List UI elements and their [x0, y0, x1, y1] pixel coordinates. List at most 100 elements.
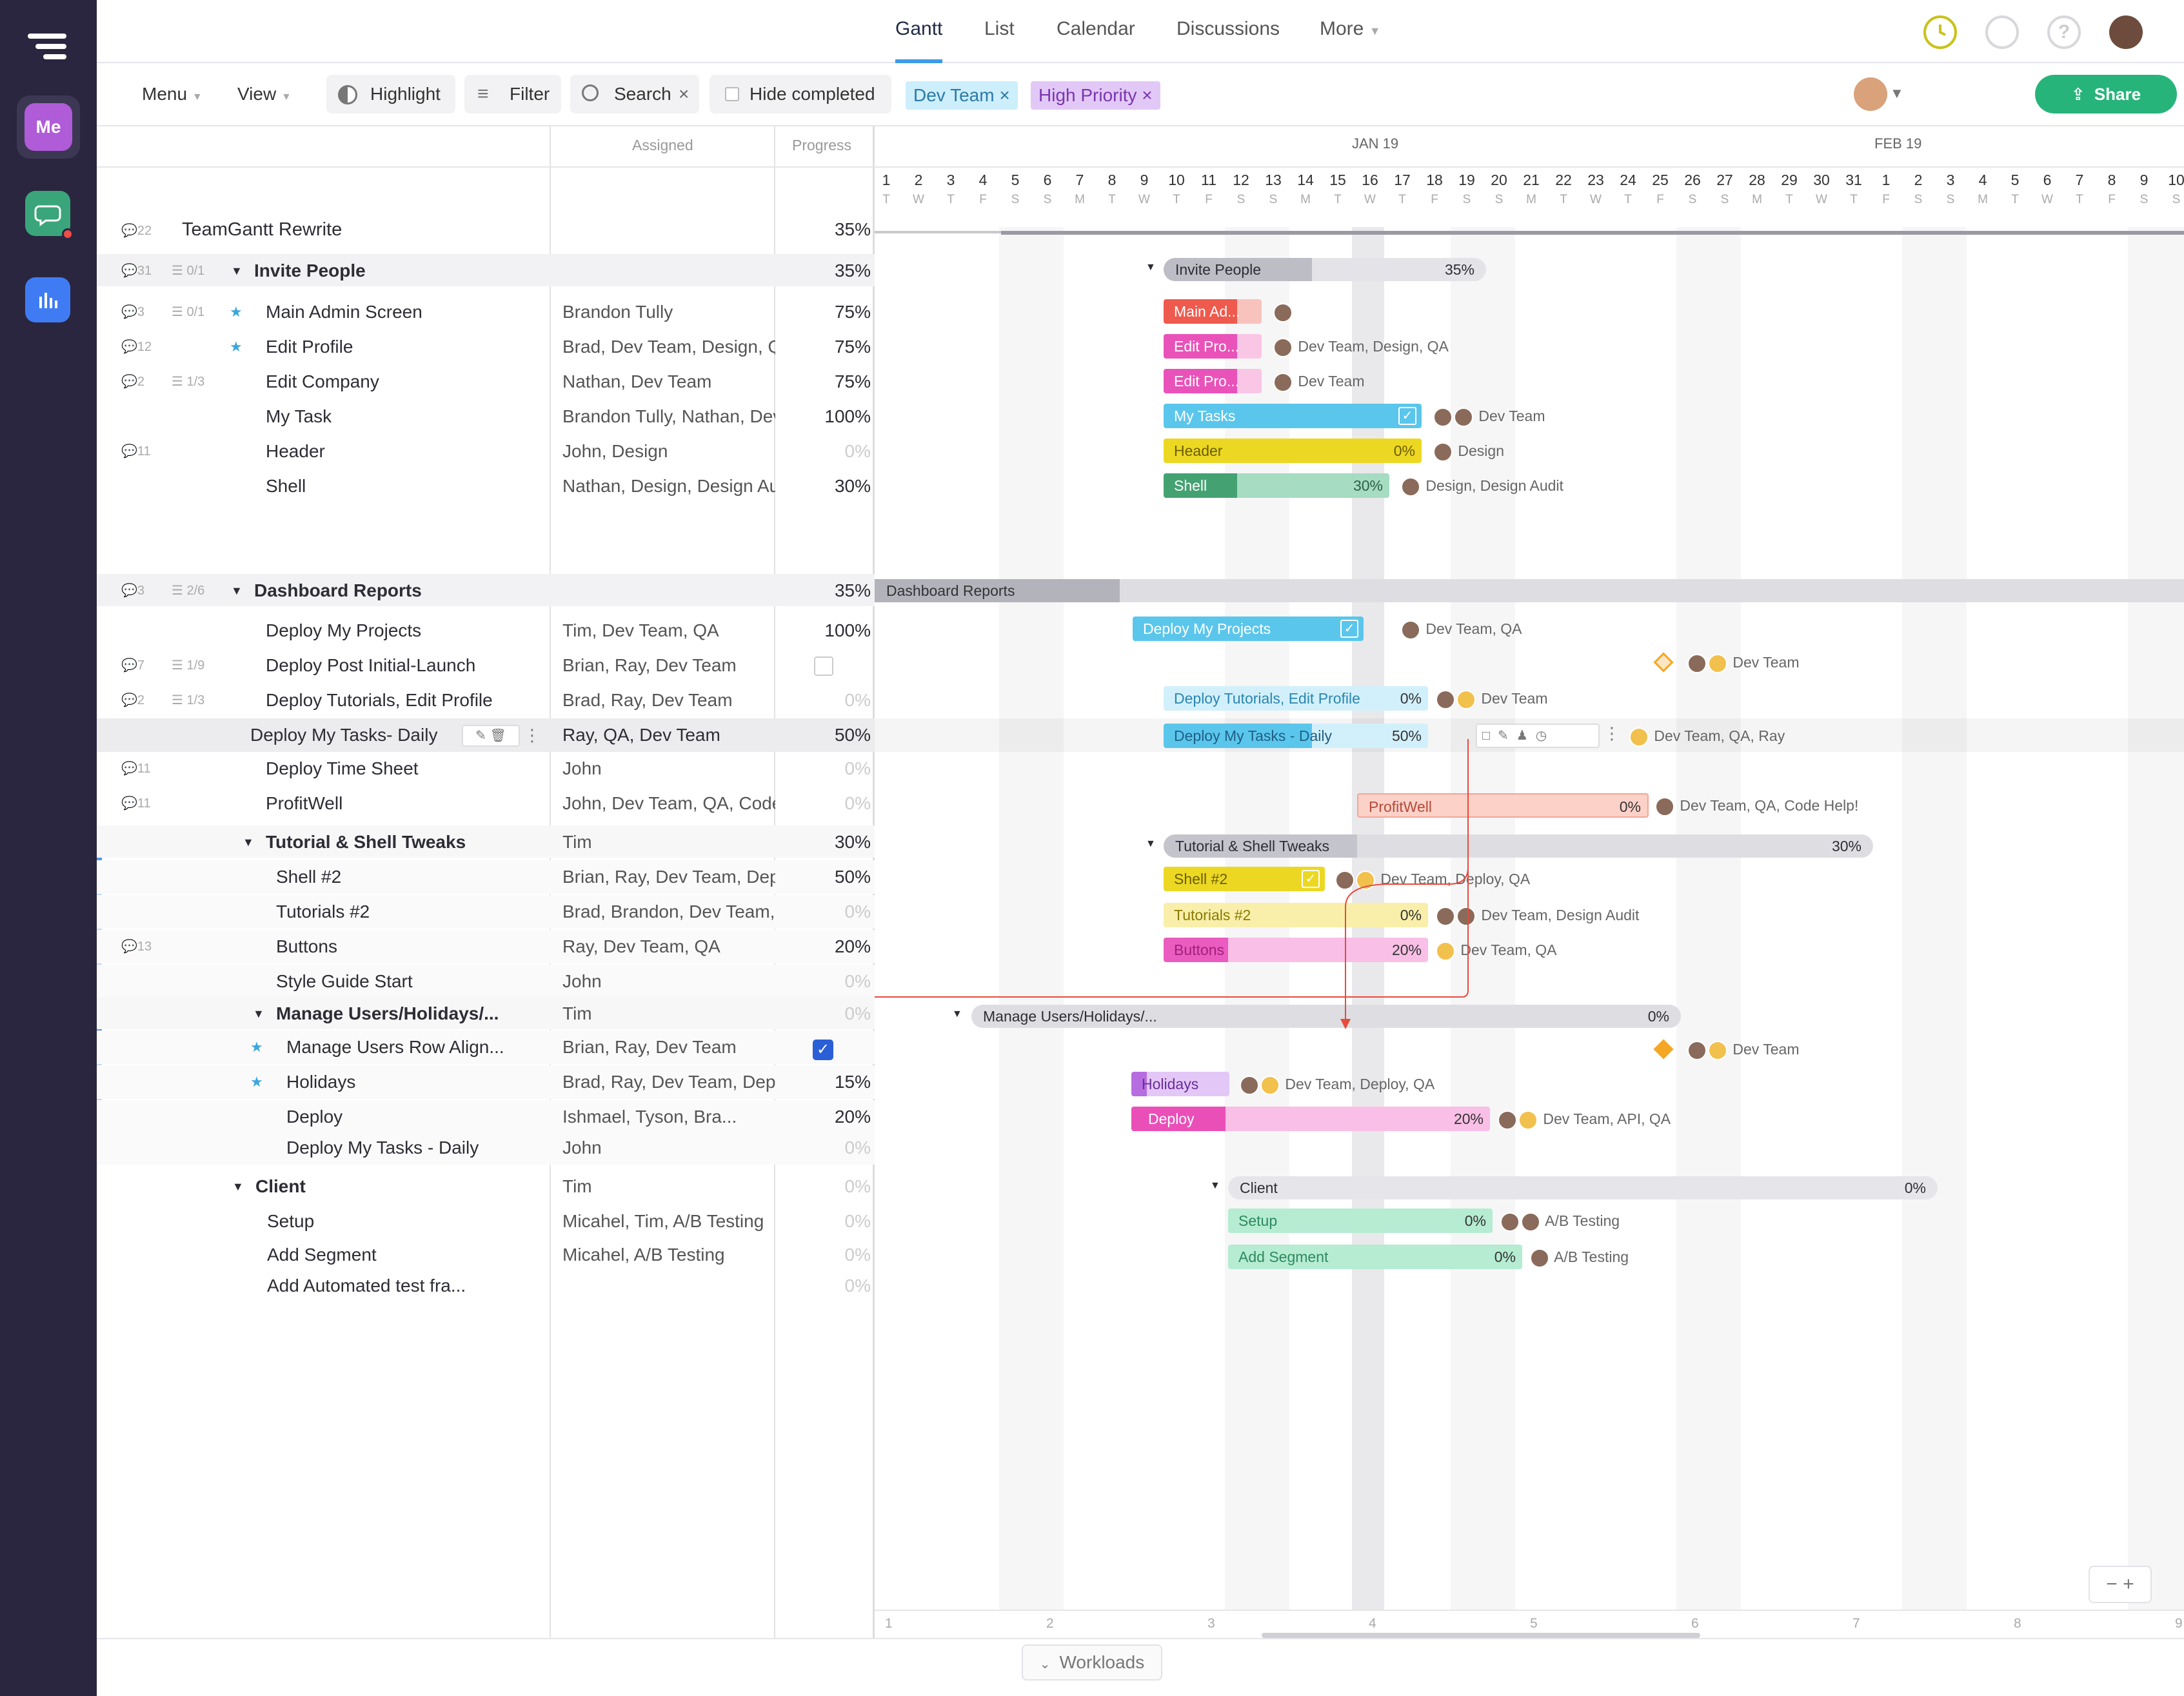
task-row[interactable]: Shell #2 Brian, Ray, Dev Team, Deploy, Q… — [97, 860, 875, 894]
clear-search-icon[interactable]: × — [679, 84, 690, 104]
assigned-value[interactable]: Brad, Ray, Dev Team, Deploy, QA — [562, 1072, 775, 1092]
group-row-invite-people[interactable]: 💬31 ☰ 0/1 ▼ Invite People 35% — [97, 254, 875, 286]
progress-value[interactable]: 0% — [844, 441, 871, 461]
task-row[interactable]: Setup Micahel, Tim, A/B Testing 0% — [97, 1205, 875, 1238]
checklist-count[interactable]: ☰ 0/1 — [172, 264, 205, 278]
task-name[interactable]: Header — [266, 441, 325, 461]
task-row[interactable]: 💬2 ☰ 1/3 Deploy Tutorials, Edit Profile … — [97, 684, 875, 717]
more-options-icon[interactable]: ⋮ — [524, 725, 541, 745]
workloads-toggle[interactable]: ⌄ Workloads — [1022, 1644, 1162, 1681]
comment-count[interactable]: 💬13 — [121, 940, 152, 954]
task-name[interactable]: Deploy My Tasks - Daily — [286, 1138, 479, 1158]
progress-value[interactable]: 0% — [844, 690, 871, 710]
task-row[interactable]: 💬11 ProfitWell John, Dev Team, QA, Code … — [97, 787, 875, 820]
gantt-group-client[interactable]: Client 0% — [1228, 1176, 1938, 1199]
task-name[interactable]: Add Segment — [267, 1245, 377, 1265]
milestone-checkbox[interactable] — [814, 656, 833, 676]
task-row[interactable]: Tutorials #2 Brad, Brandon, Dev Team, De… — [97, 895, 875, 929]
tab-list[interactable]: List — [984, 18, 1015, 39]
comment-count[interactable]: 💬11 — [121, 796, 151, 811]
assigned-value[interactable]: John, Design — [562, 441, 668, 461]
comment-count[interactable]: 💬11 — [121, 762, 151, 776]
progress-value[interactable]: 0% — [844, 793, 871, 813]
gantt-bar-deploy-my-tasks-daily[interactable]: Deploy My Tasks - Daily 50% — [1164, 724, 1428, 748]
messages-button[interactable] — [17, 191, 80, 254]
task-row[interactable]: ★ Manage Users Row Align... Brian, Ray, … — [97, 1030, 875, 1064]
task-row[interactable]: 💬12 ★ Edit Profile Brad, Dev Team, Desig… — [97, 330, 875, 364]
task-row[interactable]: Deploy My Projects Tim, Dev Team, QA 100… — [97, 614, 875, 647]
gantt-bar-edit-company[interactable]: Edit Pro... — [1164, 369, 1262, 393]
task-row[interactable]: My Task Brandon Tully, Nathan, Dev Team … — [97, 400, 875, 433]
group-name[interactable]: Tutorial & Shell Tweaks — [266, 832, 466, 852]
comment-count[interactable]: 💬31 — [121, 264, 152, 278]
more-options-icon[interactable]: ⋮ — [1603, 724, 1620, 743]
task-name[interactable]: Shell — [266, 476, 306, 496]
task-row[interactable]: Add Automated test fra... 0% — [97, 1269, 875, 1303]
clock-icon[interactable]: ◷ — [1535, 729, 1555, 743]
task-name[interactable]: Style Guide Start — [276, 971, 413, 991]
group-name[interactable]: Client — [255, 1176, 306, 1196]
task-row-hovered[interactable]: Deploy My Tasks- Daily ✎ 🗑 ⋮ Ray, QA, De… — [97, 718, 875, 752]
progress-value[interactable]: 75% — [834, 337, 871, 357]
task-row[interactable]: ★ Holidays Brad, Ray, Dev Team, Deploy, … — [97, 1065, 875, 1099]
remove-chip-icon[interactable]: × — [999, 85, 1010, 105]
task-name[interactable]: Add Automated test fra... — [267, 1276, 466, 1296]
edit-icon[interactable]: ✎ — [1498, 729, 1516, 743]
assigned-value[interactable]: Brandon Tully — [562, 302, 673, 322]
task-name[interactable]: Shell #2 — [276, 867, 342, 887]
collapse-caret-icon[interactable]: ▼ — [232, 1180, 244, 1193]
collapse-caret-icon[interactable]: ▼ — [231, 584, 243, 597]
user-avatar[interactable] — [2109, 15, 2143, 49]
assigned-value[interactable]: John — [562, 971, 602, 991]
task-row[interactable]: 💬11 Header John, Design 0% — [97, 435, 875, 468]
progress-value[interactable]: 50% — [834, 725, 871, 745]
assigned-value[interactable]: Ray, Dev Team, QA — [562, 936, 720, 956]
checked-checkbox[interactable]: ✓ — [813, 1040, 833, 1060]
remove-chip-icon[interactable]: × — [1142, 85, 1153, 105]
assigned-value[interactable]: Ray, QA, Dev Team — [562, 725, 720, 745]
task-name[interactable]: Deploy — [286, 1107, 343, 1127]
share-button[interactable]: ⇪ Share — [2035, 75, 2177, 113]
gantt-bar-add-segment[interactable]: Add Segment 0% — [1228, 1245, 1522, 1269]
assigned-value[interactable]: Brandon Tully, Nathan, Dev Team — [562, 406, 775, 426]
menu-dropdown[interactable]: Menu ▼ — [142, 75, 203, 113]
color-picker-icon[interactable]: □ — [1482, 729, 1498, 743]
comment-count[interactable]: 💬3 — [121, 305, 145, 319]
search-field[interactable]: Search × — [570, 75, 699, 113]
project-row[interactable]: 💬22 TeamGantt Rewrite 35% — [97, 213, 875, 246]
progress-value[interactable]: 30% — [834, 476, 871, 496]
search-icon[interactable] — [1985, 15, 2019, 49]
task-name[interactable]: My Task — [266, 406, 332, 426]
comment-count[interactable]: 💬22 — [121, 224, 152, 238]
task-name[interactable]: Buttons — [276, 936, 337, 956]
gantt-group-invite-people[interactable]: Invite People 35% — [1164, 258, 1486, 281]
tab-gantt[interactable]: Gantt — [895, 18, 943, 63]
project-name[interactable]: TeamGantt Rewrite — [182, 219, 342, 240]
assigned-value[interactable]: Nathan, Dev Team — [562, 371, 712, 391]
assigned-value[interactable]: Brian, Ray, Dev Team — [562, 1037, 737, 1057]
assigned-value[interactable]: Tim — [562, 832, 592, 852]
checklist-count[interactable]: ☰ 1/3 — [172, 375, 205, 389]
task-name[interactable]: Manage Users Row Align... — [286, 1037, 504, 1057]
assigned-value[interactable]: Brad, Brandon, Dev Team, Design Audit — [562, 902, 775, 922]
comment-count[interactable]: 💬2 — [121, 375, 145, 389]
task-row[interactable]: 💬7 ☰ 1/9 Deploy Post Initial-Launch Bria… — [97, 649, 875, 682]
tab-more[interactable]: More ▼ — [1320, 18, 1381, 63]
gantt-bar-holidays[interactable]: Holidays — [1131, 1072, 1229, 1096]
horizontal-scrollbar[interactable] — [1262, 1633, 1700, 1638]
task-name[interactable]: Holidays — [286, 1072, 356, 1092]
gantt-group-manage-users[interactable]: Manage Users/Holidays/... 0% — [971, 1005, 1681, 1028]
task-name[interactable]: Deploy Time Sheet — [266, 758, 419, 778]
assign-icon[interactable]: ♟ — [1516, 729, 1536, 743]
progress-value[interactable]: 0% — [844, 1245, 871, 1265]
progress-value[interactable]: 100% — [824, 620, 871, 640]
progress-value[interactable]: 75% — [834, 302, 871, 322]
highlight-button[interactable]: Highlight — [326, 75, 455, 113]
collapse-caret-icon[interactable]: ▼ — [1146, 838, 1156, 849]
tab-discussions[interactable]: Discussions — [1176, 18, 1280, 39]
gantt-group-dashboard-reports[interactable]: Dashboard Reports — [875, 579, 1120, 602]
group-row-manage-users[interactable]: ▼ Manage Users/Holidays/... Tim 0% — [97, 997, 875, 1029]
filter-chip-dev-team[interactable]: Dev Team × — [906, 81, 1018, 110]
task-row[interactable]: Deploy My Tasks - Daily John 0% — [97, 1131, 875, 1165]
zoom-in-button[interactable]: + — [2123, 1573, 2134, 1595]
